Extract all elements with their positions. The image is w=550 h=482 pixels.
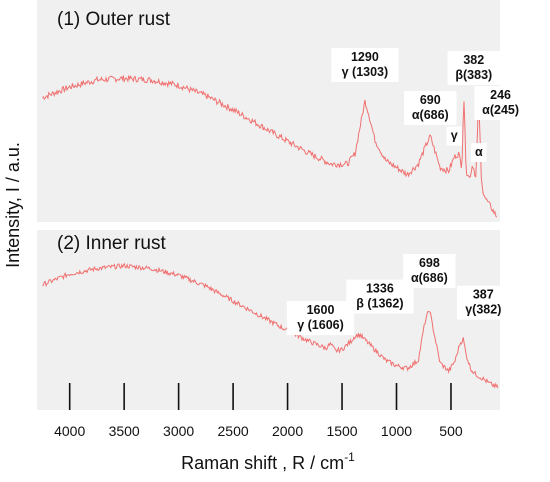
peak-annotation-label: α(686) xyxy=(412,108,449,122)
spectrum-line-2 xyxy=(42,262,499,389)
peak-annotation-box xyxy=(346,279,414,314)
peak-annotation-label: 382 xyxy=(463,53,484,67)
peak-annotation-label: α xyxy=(475,145,483,159)
peak-annotation-label: γ (1303) xyxy=(342,65,389,79)
plot-background xyxy=(37,0,500,410)
peak-annotation-box xyxy=(331,48,399,82)
peak-annotation: γ xyxy=(446,126,462,146)
peak-annotation-box xyxy=(471,143,487,162)
x-tick-label: 3000 xyxy=(163,423,194,439)
x-tick-label: 2000 xyxy=(272,423,303,439)
peak-annotation-box xyxy=(447,51,500,85)
x-tick-label: 4000 xyxy=(54,423,85,439)
peak-annotation-label: β(383) xyxy=(455,68,492,82)
peak-annotation-label: 1290 xyxy=(351,50,379,64)
x-tick-label: 500 xyxy=(439,423,463,439)
x-axis-title: Raman shift , R / cm-1 xyxy=(181,450,355,473)
peak-annotation-label: 246 xyxy=(490,88,511,102)
peak-annotation-box xyxy=(446,126,462,146)
series-title-1: (1) Outer rust xyxy=(57,9,171,30)
x-tick-label: 1500 xyxy=(326,423,357,439)
peak-annotation-label: 698 xyxy=(419,256,440,270)
peak-annotation-label: 387 xyxy=(473,288,494,302)
peak-annotation-box xyxy=(457,285,510,320)
peak-annotation-label: 1600 xyxy=(307,303,335,317)
peak-annotation-label: γ xyxy=(451,129,458,143)
series-title-2: (2) Inner rust xyxy=(57,233,166,254)
peak-annotation-label: γ (1606) xyxy=(297,318,344,332)
x-tick-label: 2500 xyxy=(218,423,249,439)
peak-annotation-box xyxy=(404,91,457,125)
peak-annotation-label: 1336 xyxy=(366,282,394,296)
peak-annotation-label: 690 xyxy=(420,93,441,107)
x-tick-label: 3500 xyxy=(109,423,140,439)
x-axis-title-text: Raman shift , R / cm xyxy=(181,453,344,473)
x-tick-label: 1000 xyxy=(381,423,412,439)
peak-annotation-label: γ(382) xyxy=(465,303,501,317)
x-axis-title-sup: -1 xyxy=(344,450,355,464)
peak-annotation-box xyxy=(474,86,527,120)
y-axis-title: Intensity, I / a.u. xyxy=(3,142,23,268)
peak-annotation-label: β (1362) xyxy=(356,297,403,311)
peak-annotation-box xyxy=(403,254,456,288)
peak-annotation-label: α(686) xyxy=(411,271,448,285)
peak-annotation-label: α(245) xyxy=(482,103,519,117)
panel-separator xyxy=(37,222,500,230)
peak-annotation: α xyxy=(471,143,487,162)
spectrum-line-1 xyxy=(42,75,498,218)
peak-annotation-box xyxy=(286,301,355,336)
